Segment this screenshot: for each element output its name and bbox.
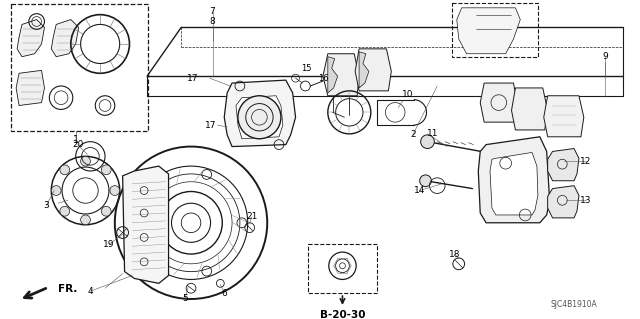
Polygon shape bbox=[123, 166, 168, 283]
Text: 13: 13 bbox=[580, 196, 591, 205]
Text: B-20-30: B-20-30 bbox=[320, 310, 365, 319]
Polygon shape bbox=[16, 70, 44, 106]
Circle shape bbox=[238, 96, 281, 139]
Text: 16: 16 bbox=[317, 74, 328, 83]
Text: 17: 17 bbox=[205, 121, 216, 130]
Polygon shape bbox=[511, 88, 548, 130]
Text: 10: 10 bbox=[402, 90, 413, 99]
Polygon shape bbox=[478, 137, 550, 223]
Text: 20: 20 bbox=[72, 140, 83, 149]
Text: 11: 11 bbox=[427, 130, 438, 138]
Text: 19: 19 bbox=[103, 240, 115, 249]
Text: SJC4B1910A: SJC4B1910A bbox=[550, 300, 597, 309]
Text: 4: 4 bbox=[88, 287, 93, 296]
Text: 14: 14 bbox=[414, 186, 426, 195]
Polygon shape bbox=[355, 49, 391, 91]
Text: 15: 15 bbox=[301, 64, 312, 73]
Polygon shape bbox=[359, 52, 369, 88]
Circle shape bbox=[60, 165, 70, 175]
Polygon shape bbox=[548, 186, 579, 218]
Polygon shape bbox=[480, 83, 517, 122]
Polygon shape bbox=[323, 54, 359, 96]
Circle shape bbox=[420, 175, 431, 187]
Polygon shape bbox=[490, 152, 538, 215]
Polygon shape bbox=[548, 149, 579, 181]
Text: 12: 12 bbox=[580, 157, 591, 166]
Text: 3: 3 bbox=[44, 201, 49, 210]
Text: 6: 6 bbox=[221, 289, 227, 298]
Text: 9: 9 bbox=[602, 52, 608, 61]
Circle shape bbox=[81, 156, 90, 166]
Polygon shape bbox=[328, 57, 337, 93]
Circle shape bbox=[420, 135, 435, 149]
Text: 8: 8 bbox=[210, 17, 216, 26]
Circle shape bbox=[110, 186, 120, 196]
Circle shape bbox=[101, 165, 111, 175]
Text: 2: 2 bbox=[410, 130, 415, 139]
Polygon shape bbox=[17, 19, 44, 57]
Polygon shape bbox=[236, 96, 283, 139]
Circle shape bbox=[51, 186, 61, 196]
Text: 1: 1 bbox=[73, 135, 79, 145]
Circle shape bbox=[101, 206, 111, 216]
Polygon shape bbox=[224, 80, 296, 146]
Text: FR.: FR. bbox=[58, 284, 77, 294]
Polygon shape bbox=[457, 8, 520, 54]
Polygon shape bbox=[544, 96, 584, 137]
Text: 7: 7 bbox=[210, 7, 216, 16]
Circle shape bbox=[81, 215, 90, 225]
Text: 5: 5 bbox=[182, 293, 188, 302]
Circle shape bbox=[60, 206, 70, 216]
Polygon shape bbox=[51, 19, 79, 57]
Text: 18: 18 bbox=[449, 249, 461, 258]
Text: 21: 21 bbox=[246, 212, 257, 221]
Text: 17: 17 bbox=[188, 74, 199, 83]
